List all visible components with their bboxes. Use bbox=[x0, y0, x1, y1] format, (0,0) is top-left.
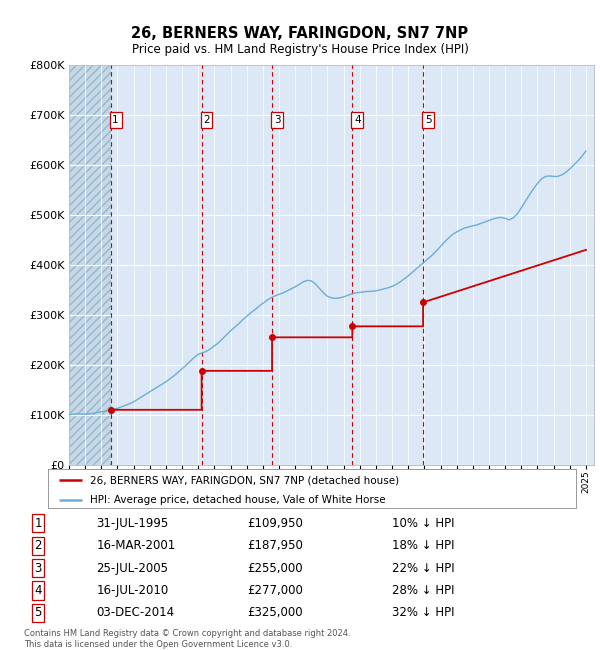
Text: 10% ↓ HPI: 10% ↓ HPI bbox=[392, 517, 455, 530]
Text: 16-MAR-2001: 16-MAR-2001 bbox=[97, 540, 176, 552]
Text: £187,950: £187,950 bbox=[247, 540, 303, 552]
Text: 25-JUL-2005: 25-JUL-2005 bbox=[97, 562, 169, 575]
Text: 32% ↓ HPI: 32% ↓ HPI bbox=[392, 606, 455, 619]
Text: £255,000: £255,000 bbox=[247, 562, 303, 575]
Text: 26, BERNERS WAY, FARINGDON, SN7 7NP (detached house): 26, BERNERS WAY, FARINGDON, SN7 7NP (det… bbox=[90, 475, 400, 485]
Text: 5: 5 bbox=[34, 606, 41, 619]
Text: 31-JUL-1995: 31-JUL-1995 bbox=[97, 517, 169, 530]
Text: £325,000: £325,000 bbox=[247, 606, 303, 619]
Text: 26, BERNERS WAY, FARINGDON, SN7 7NP: 26, BERNERS WAY, FARINGDON, SN7 7NP bbox=[131, 26, 469, 41]
Text: 03-DEC-2014: 03-DEC-2014 bbox=[97, 606, 175, 619]
Text: 5: 5 bbox=[425, 115, 431, 125]
Text: 2: 2 bbox=[34, 540, 42, 552]
Text: Price paid vs. HM Land Registry's House Price Index (HPI): Price paid vs. HM Land Registry's House … bbox=[131, 43, 469, 56]
Text: 2: 2 bbox=[203, 115, 210, 125]
Text: 4: 4 bbox=[354, 115, 361, 125]
Text: 22% ↓ HPI: 22% ↓ HPI bbox=[392, 562, 455, 575]
Text: £277,000: £277,000 bbox=[247, 584, 303, 597]
Text: 3: 3 bbox=[274, 115, 280, 125]
Text: £109,950: £109,950 bbox=[247, 517, 303, 530]
Text: HPI: Average price, detached house, Vale of White Horse: HPI: Average price, detached house, Vale… bbox=[90, 495, 386, 504]
Text: 18% ↓ HPI: 18% ↓ HPI bbox=[392, 540, 455, 552]
Text: 28% ↓ HPI: 28% ↓ HPI bbox=[392, 584, 455, 597]
Text: 4: 4 bbox=[34, 584, 42, 597]
Text: 1: 1 bbox=[34, 517, 42, 530]
Text: 1: 1 bbox=[112, 115, 119, 125]
Text: 16-JUL-2010: 16-JUL-2010 bbox=[97, 584, 169, 597]
Text: 3: 3 bbox=[34, 562, 41, 575]
Text: Contains HM Land Registry data © Crown copyright and database right 2024.
This d: Contains HM Land Registry data © Crown c… bbox=[24, 629, 350, 649]
